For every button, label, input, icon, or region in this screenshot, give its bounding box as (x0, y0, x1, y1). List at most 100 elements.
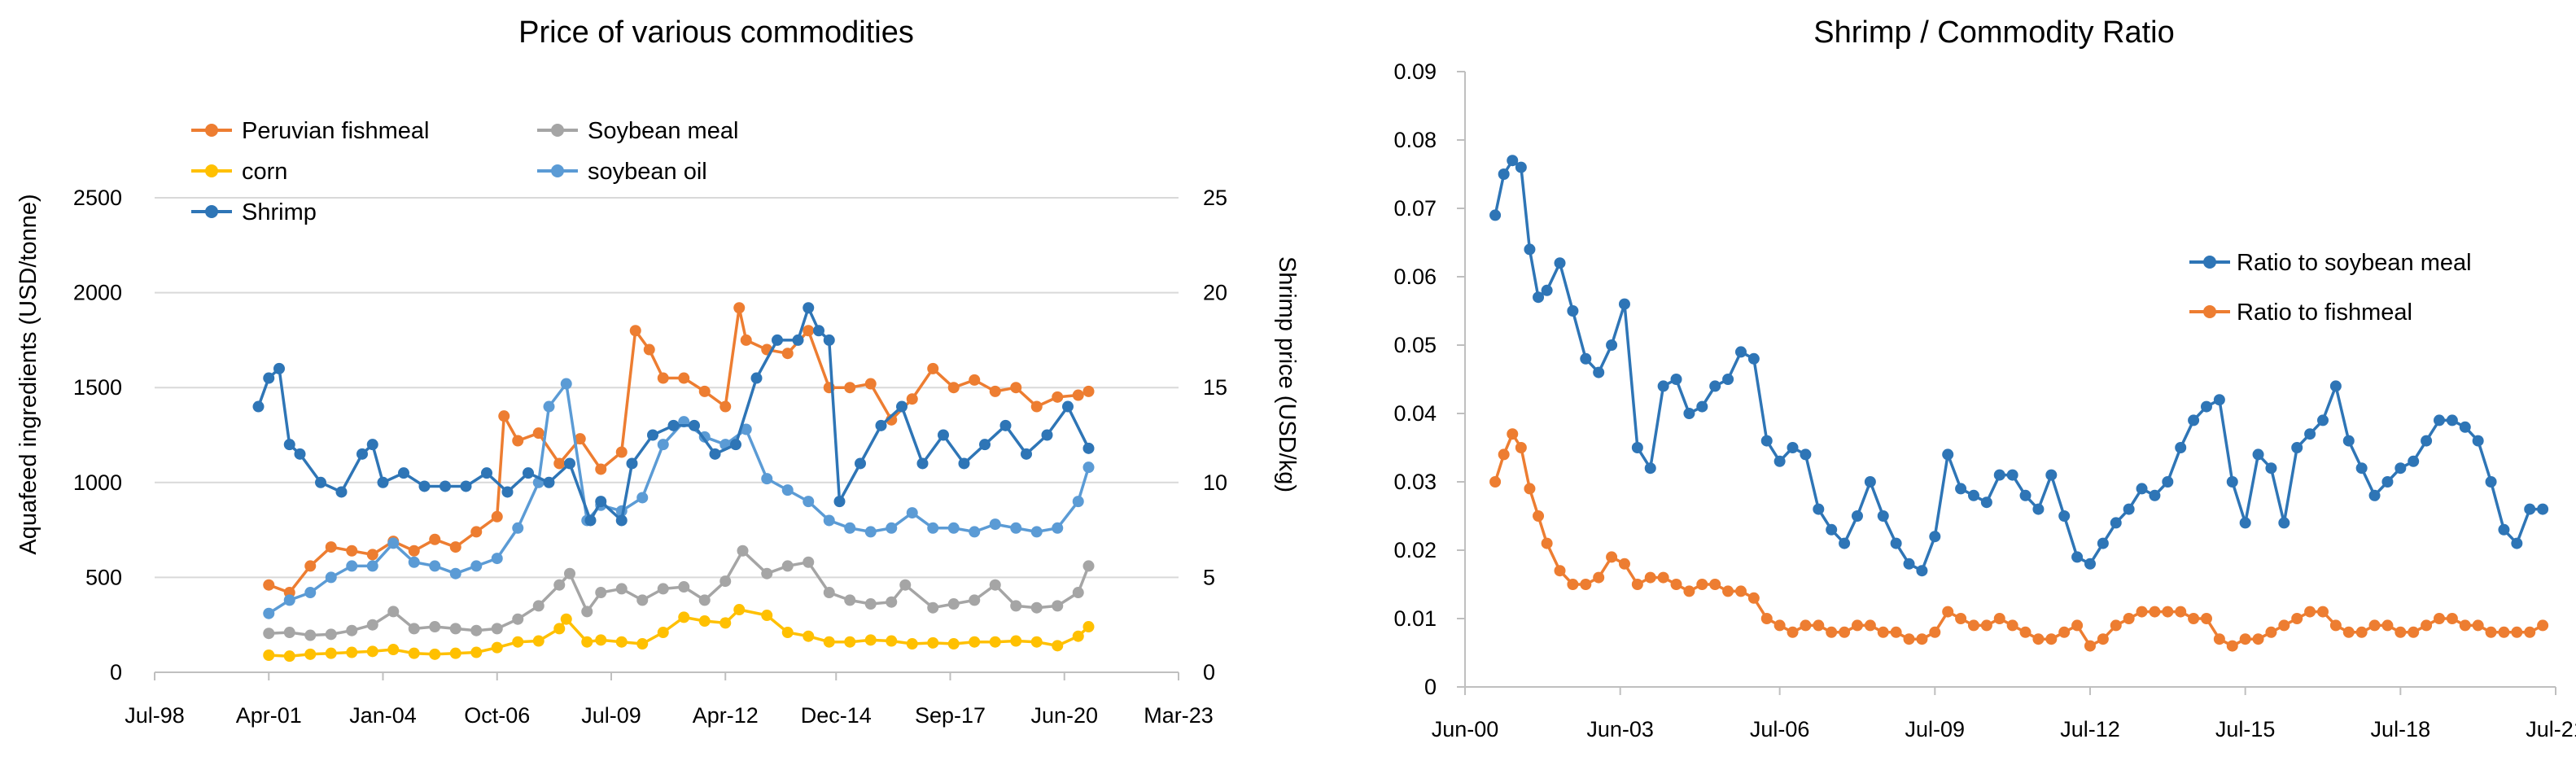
data-point-peruvian-fishmeal (719, 400, 732, 413)
data-point-soybean-meal (698, 594, 711, 606)
data-point-soybean-oil (408, 556, 420, 568)
data-point-ratio-to-soybean-meal (1498, 168, 1510, 180)
chart2-y-tick-label: 0.07 (1393, 196, 1437, 221)
data-point-ratio-to-fishmeal (2200, 613, 2212, 624)
chart2-y-tick-label: 0.04 (1393, 401, 1437, 426)
data-point-corn (1072, 630, 1084, 642)
data-point-soybean-meal (803, 556, 815, 568)
data-point-ratio-to-fishmeal (2472, 619, 2484, 632)
data-point-soybean-meal (429, 621, 441, 633)
data-point-peruvian-fishmeal (263, 579, 275, 591)
data-point-corn (595, 634, 607, 646)
data-point-ratio-to-soybean-meal (1787, 442, 1799, 453)
data-point-ratio-to-soybean-meal (1657, 380, 1669, 392)
data-point-peruvian-fishmeal (346, 545, 358, 557)
data-point-soybean-oil (1082, 461, 1095, 474)
data-point-corn (733, 604, 746, 616)
legend-label-soybean-meal: Soybean meal (588, 118, 738, 144)
series-peruvian-fishmeal (263, 302, 1095, 599)
data-point-soybean-meal (449, 623, 461, 635)
legend-item-ratio-to-soybean-meal: Ratio to soybean meal (2189, 250, 2472, 276)
data-point-shrimp (460, 480, 472, 492)
data-point-peruvian-fishmeal (844, 382, 856, 394)
data-point-shrimp (273, 362, 285, 374)
data-point-ratio-to-fishmeal (1929, 626, 1941, 638)
data-point-peruvian-fishmeal (449, 541, 461, 553)
chart1-y-tick-label: 2000 (73, 281, 122, 305)
data-point-soybean-meal (1052, 600, 1064, 612)
data-point-ratio-to-fishmeal (1864, 619, 1876, 632)
data-point-ratio-to-fishmeal (2408, 626, 2420, 638)
data-point-ratio-to-soybean-meal (1800, 448, 1812, 461)
shrimp-ratio-chart: Shrimp / Commodity Ratio 0 0.01 0.02 0.03 0.… (1393, 15, 2576, 741)
data-point-ratio-to-fishmeal (2368, 619, 2381, 632)
chart1-y-ticks: 0 500 1000 1500 2000 2500 (73, 186, 122, 684)
series-soybean-oil (263, 378, 1095, 619)
data-point-corn (470, 646, 483, 658)
data-point-ratio-to-soybean-meal (2239, 517, 2251, 529)
chart2-series (1489, 155, 2549, 652)
chart2-y-tick-label: 0.01 (1393, 606, 1437, 631)
data-point-peruvian-fishmeal (629, 325, 641, 337)
data-point-ratio-to-fishmeal (1890, 626, 1902, 638)
data-point-soybean-oil (387, 537, 400, 549)
legend-label-ratio-to-soybean-meal: Ratio to soybean meal (2237, 250, 2472, 276)
data-point-ratio-to-soybean-meal (1942, 448, 1954, 461)
data-point-corn (1030, 636, 1043, 648)
data-point-ratio-to-soybean-meal (2355, 462, 2368, 475)
chart1-y2-axis-title: Shrimp price (USD/kg) (1274, 256, 1300, 492)
data-point-soybean-oil (864, 526, 877, 538)
data-point-ratio-to-fishmeal (1593, 571, 1605, 584)
chart2-y-tick-label: 0 (1424, 675, 1437, 699)
data-point-shrimp (335, 486, 348, 498)
data-point-soybean-meal (325, 628, 337, 641)
data-point-shrimp (1041, 429, 1053, 441)
data-point-soybean-oil (989, 518, 1001, 531)
chart1-y2-tick-label: 5 (1203, 565, 1215, 589)
data-point-ratio-to-soybean-meal (2006, 469, 2018, 481)
data-point-soybean-oil (263, 607, 275, 619)
data-point-ratio-to-soybean-meal (1489, 209, 1502, 221)
data-point-soybean-meal (657, 583, 669, 595)
data-point-peruvian-fishmeal (989, 385, 1001, 397)
data-point-ratio-to-fishmeal (2084, 640, 2096, 652)
data-point-ratio-to-soybean-meal (2200, 400, 2212, 413)
data-point-peruvian-fishmeal (906, 393, 918, 405)
data-point-shrimp (772, 334, 783, 346)
data-point-corn (719, 617, 732, 629)
data-point-ratio-to-fishmeal (1670, 579, 1682, 590)
data-point-ratio-to-fishmeal (1657, 571, 1669, 584)
data-point-shrimp (1082, 442, 1095, 454)
data-point-ratio-to-soybean-meal (2368, 489, 2381, 501)
data-point-corn (844, 636, 856, 648)
data-point-ratio-to-fishmeal (2278, 619, 2290, 632)
data-point-ratio-to-fishmeal (2136, 606, 2148, 618)
data-point-ratio-to-soybean-meal (2213, 394, 2225, 406)
data-point-ratio-to-fishmeal (2097, 633, 2109, 645)
data-point-ratio-to-fishmeal (2045, 633, 2058, 645)
data-point-ratio-to-fishmeal (2175, 606, 2187, 618)
data-point-shrimp (584, 514, 597, 527)
chart2-title: Shrimp / Commodity Ratio (1813, 15, 2174, 50)
data-point-peruvian-fishmeal (366, 549, 378, 561)
data-point-ratio-to-fishmeal (1813, 619, 1825, 632)
data-point-ratio-to-fishmeal (1942, 606, 1954, 618)
data-point-corn (387, 644, 400, 656)
data-point-corn (761, 610, 773, 622)
data-point-ratio-to-fishmeal (2213, 633, 2225, 645)
data-point-ratio-to-fishmeal (2032, 633, 2045, 645)
data-point-shrimp (366, 439, 378, 451)
data-point-corn (263, 649, 275, 662)
data-point-shrimp (283, 439, 295, 451)
data-point-soybean-oil (543, 400, 555, 413)
legend-label-ratio-to-fishmeal: Ratio to fishmeal (2237, 300, 2412, 326)
data-point-ratio-to-fishmeal (1533, 510, 1545, 522)
data-point-shrimp (667, 419, 680, 431)
data-point-corn (823, 636, 835, 648)
data-point-ratio-to-fishmeal (2239, 633, 2251, 645)
data-point-ratio-to-fishmeal (2316, 606, 2329, 618)
data-point-corn (449, 647, 461, 659)
data-point-ratio-to-soybean-meal (2472, 435, 2484, 447)
chart2-y-tick-label: 0.02 (1393, 538, 1437, 562)
